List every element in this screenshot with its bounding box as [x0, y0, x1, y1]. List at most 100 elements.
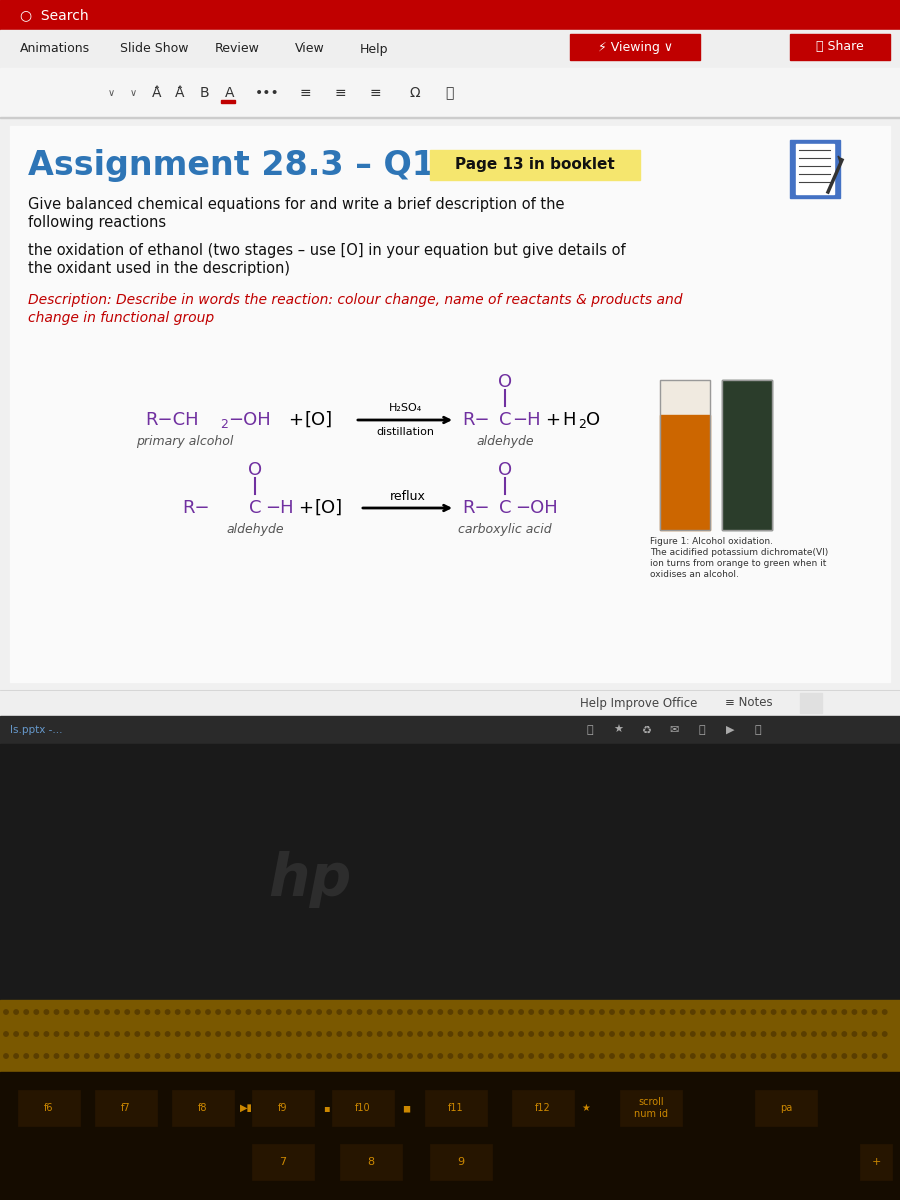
Text: R−CH: R−CH [145, 410, 199, 428]
Bar [0, 1000, 900, 1072]
Circle shape [65, 1032, 68, 1036]
Circle shape [519, 1054, 523, 1058]
Circle shape [408, 1009, 412, 1014]
Circle shape [75, 1032, 79, 1036]
Circle shape [499, 1009, 503, 1014]
Circle shape [14, 1032, 18, 1036]
Circle shape [388, 1009, 392, 1014]
Circle shape [327, 1054, 331, 1058]
Circle shape [479, 1009, 483, 1014]
Circle shape [570, 1032, 574, 1036]
Text: R−: R− [462, 499, 490, 517]
Circle shape [822, 1054, 826, 1058]
Circle shape [721, 1009, 725, 1014]
Circle shape [408, 1054, 412, 1058]
Circle shape [731, 1009, 735, 1014]
Circle shape [276, 1032, 281, 1036]
Text: 9: 9 [457, 1157, 464, 1166]
Circle shape [166, 1009, 170, 1014]
Text: aldehyde: aldehyde [476, 436, 534, 449]
Circle shape [761, 1009, 766, 1014]
Bar [252, 1090, 314, 1126]
Circle shape [690, 1009, 695, 1014]
Circle shape [236, 1009, 240, 1014]
Circle shape [539, 1032, 544, 1036]
Circle shape [4, 1032, 8, 1036]
Circle shape [792, 1009, 796, 1014]
Circle shape [176, 1054, 180, 1058]
Circle shape [711, 1054, 716, 1058]
Circle shape [195, 1054, 200, 1058]
Text: the oxidant used in the description): the oxidant used in the description) [28, 262, 290, 276]
Circle shape [347, 1032, 352, 1036]
Circle shape [640, 1009, 644, 1014]
Circle shape [398, 1032, 402, 1036]
Circle shape [448, 1054, 453, 1058]
Circle shape [771, 1032, 776, 1036]
Circle shape [630, 1009, 634, 1014]
Bar [430, 1144, 492, 1180]
Circle shape [812, 1009, 816, 1014]
Bar [0, 1072, 900, 1200]
Circle shape [398, 1054, 402, 1058]
Text: reflux: reflux [390, 490, 426, 503]
Circle shape [276, 1009, 281, 1014]
Circle shape [701, 1054, 705, 1058]
Circle shape [286, 1009, 291, 1014]
Circle shape [65, 1054, 68, 1058]
Text: change in functional group: change in functional group [28, 311, 214, 325]
Text: +: + [871, 1157, 881, 1166]
Circle shape [680, 1054, 685, 1058]
Text: A: A [225, 86, 235, 100]
Circle shape [650, 1032, 654, 1036]
Text: O: O [498, 373, 512, 391]
Bar [340, 1144, 402, 1180]
Text: −H: −H [265, 499, 293, 517]
Bar [430, 150, 640, 180]
Circle shape [24, 1032, 29, 1036]
Circle shape [418, 1054, 422, 1058]
Circle shape [650, 1054, 654, 1058]
Circle shape [85, 1054, 89, 1058]
Text: ion turns from orange to green when it: ion turns from orange to green when it [650, 559, 826, 568]
Text: Animations: Animations [20, 42, 90, 55]
Circle shape [115, 1032, 120, 1036]
Circle shape [711, 1009, 716, 1014]
Circle shape [206, 1032, 211, 1036]
Circle shape [338, 1054, 341, 1058]
Circle shape [640, 1032, 644, 1036]
Circle shape [752, 1032, 756, 1036]
Circle shape [75, 1054, 79, 1058]
Text: following reactions: following reactions [28, 216, 166, 230]
Circle shape [65, 1009, 68, 1014]
Circle shape [34, 1054, 39, 1058]
Circle shape [499, 1054, 503, 1058]
Bar [252, 1144, 314, 1180]
Bar [95, 1090, 157, 1126]
Circle shape [367, 1009, 372, 1014]
Circle shape [721, 1054, 725, 1058]
Circle shape [549, 1054, 554, 1058]
Bar [620, 1090, 682, 1126]
Circle shape [580, 1054, 584, 1058]
Circle shape [34, 1032, 39, 1036]
Circle shape [297, 1054, 302, 1058]
Text: ★: ★ [613, 725, 623, 734]
Circle shape [256, 1032, 261, 1036]
Polygon shape [838, 156, 842, 162]
Bar [10, 126, 890, 682]
Circle shape [661, 1032, 665, 1036]
Circle shape [489, 1054, 493, 1058]
Circle shape [590, 1032, 594, 1036]
Text: f9: f9 [278, 1103, 288, 1114]
Circle shape [338, 1032, 341, 1036]
Bar [0, 68, 900, 118]
Circle shape [802, 1032, 806, 1036]
Circle shape [499, 1032, 503, 1036]
Circle shape [166, 1032, 170, 1036]
Text: Help Improve Office: Help Improve Office [580, 696, 698, 709]
Circle shape [731, 1054, 735, 1058]
Circle shape [862, 1009, 867, 1014]
Circle shape [479, 1032, 483, 1036]
Circle shape [610, 1009, 614, 1014]
